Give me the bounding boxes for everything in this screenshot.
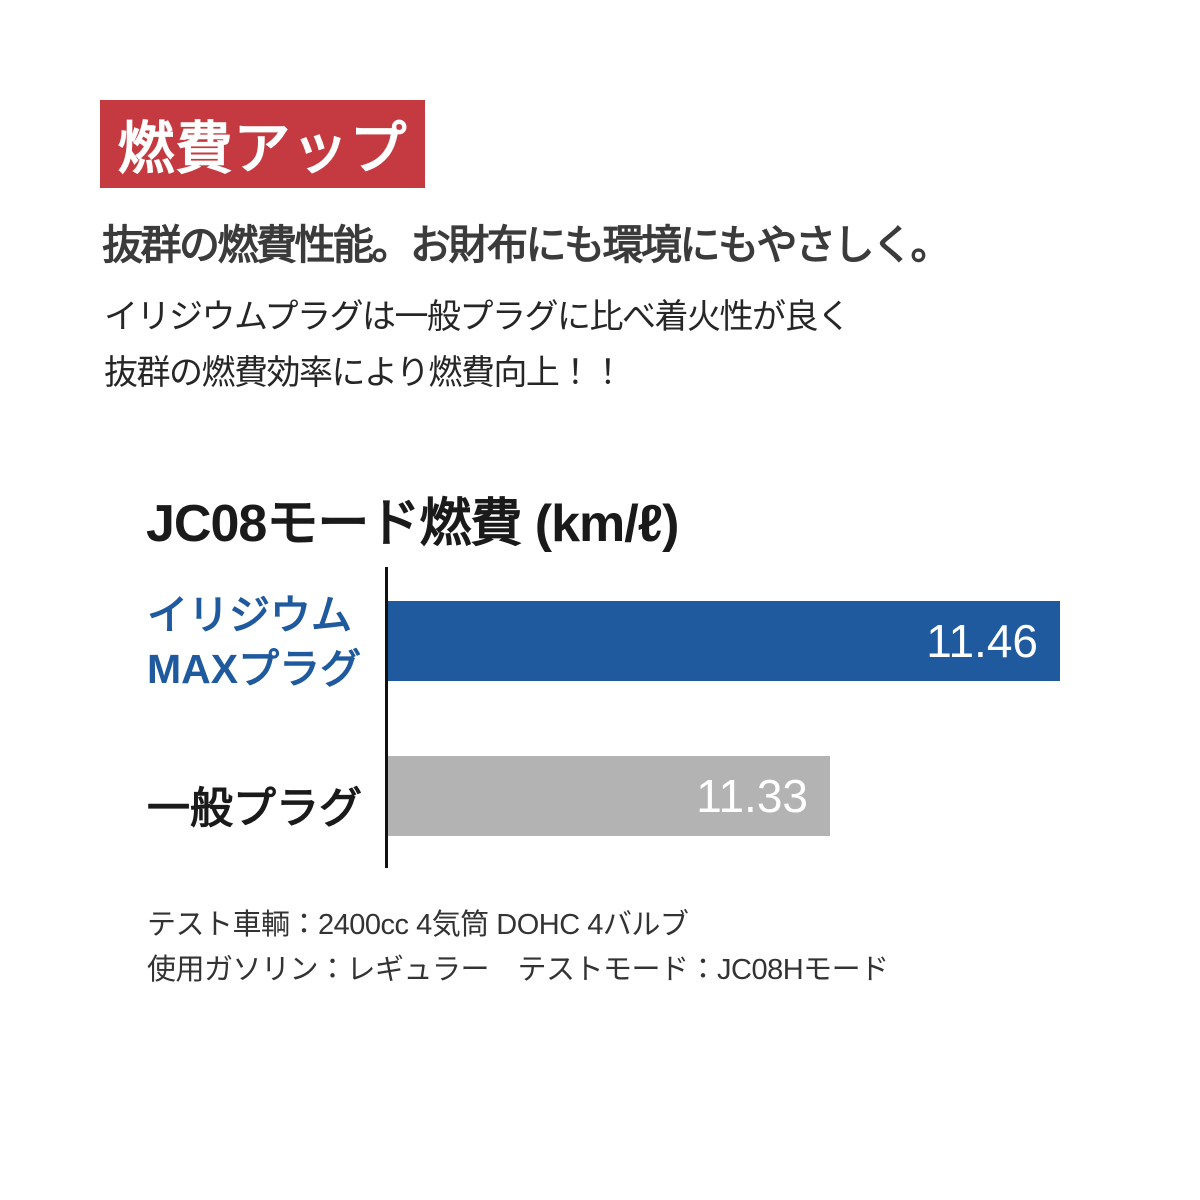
bar-label-generic-plug: 一般プラグ: [147, 774, 362, 836]
headline: 抜群の燃費性能。お財布にも環境にもやさしく。: [102, 222, 952, 268]
bar-value-iridium-max: 11.46: [926, 615, 1038, 667]
bar-label-iridium-max: イリジウム MAXプラグ: [147, 588, 361, 696]
chart-axis-line: [385, 567, 388, 868]
description-line-2: 抜群の燃費効率により燃費向上！！: [104, 354, 625, 392]
bar-label-generic-plug-line1: 一般プラグ: [147, 785, 362, 833]
bar-generic-plug: 11.33: [388, 756, 830, 836]
bar-iridium-max: 11.46: [388, 601, 1060, 681]
chart-title: JC08モード燃費 (km/ℓ): [146, 495, 679, 553]
bar-value-generic-plug: 11.33: [696, 770, 808, 822]
description-line-1: イリジウムプラグは一般プラグに比べ着火性が良く: [104, 298, 851, 336]
footnote-test-vehicle: テスト車輌：2400cc 4気筒 DOHC 4バルブ: [147, 909, 689, 941]
bar-label-iridium-max-line1: イリジウム: [147, 592, 352, 638]
fuel-up-badge: 燃費アップ: [100, 100, 425, 188]
bar-label-iridium-max-line2: MAXプラグ: [147, 646, 362, 692]
footnote-test-conditions: 使用ガソリン：レギュラー テストモード：JC08Hモード: [147, 954, 889, 986]
fuel-up-badge-label: 燃費アップ: [117, 117, 408, 181]
